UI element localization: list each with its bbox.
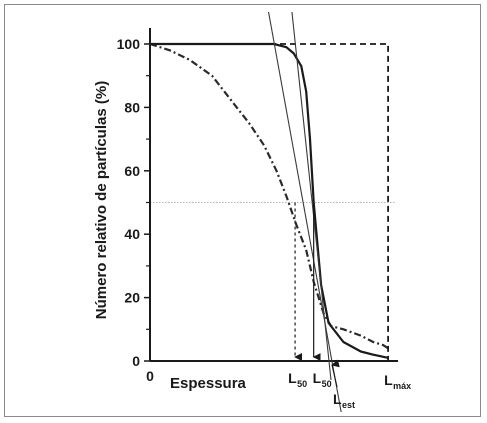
marker-label-l50-dashdot: L [288,370,297,386]
y-tick-label: 0 [132,353,140,369]
y-axis-label: Número relativo de partículas (%) [93,81,110,319]
marker-label-lest-sub: est [342,400,355,410]
marker-label-lmax: L [384,372,393,388]
marker-label-l50-dashdot-sub: 50 [297,379,307,389]
x-tick-label: 0 [146,368,154,384]
solid-curve [150,42,389,359]
figure-frame [4,4,481,417]
tangent-line [291,12,332,381]
marker-label-lmax-sub: máx [393,381,411,391]
arrow-l-est [331,359,340,388]
marker-label-lest: L [333,391,342,407]
y-tick-label: 20 [124,290,140,306]
dash-dot-curve [149,42,389,350]
marker-label-l50-solid: L [313,370,322,386]
marker-label-l50-solid-sub: 50 [322,379,332,389]
x-axis-label: Espessura [170,375,247,392]
y-tick-label: 100 [117,36,141,52]
y-tick-label: 60 [124,163,140,179]
tangent-line [267,12,342,412]
y-tick-label: 80 [124,99,140,115]
y-tick-label: 40 [124,226,140,242]
